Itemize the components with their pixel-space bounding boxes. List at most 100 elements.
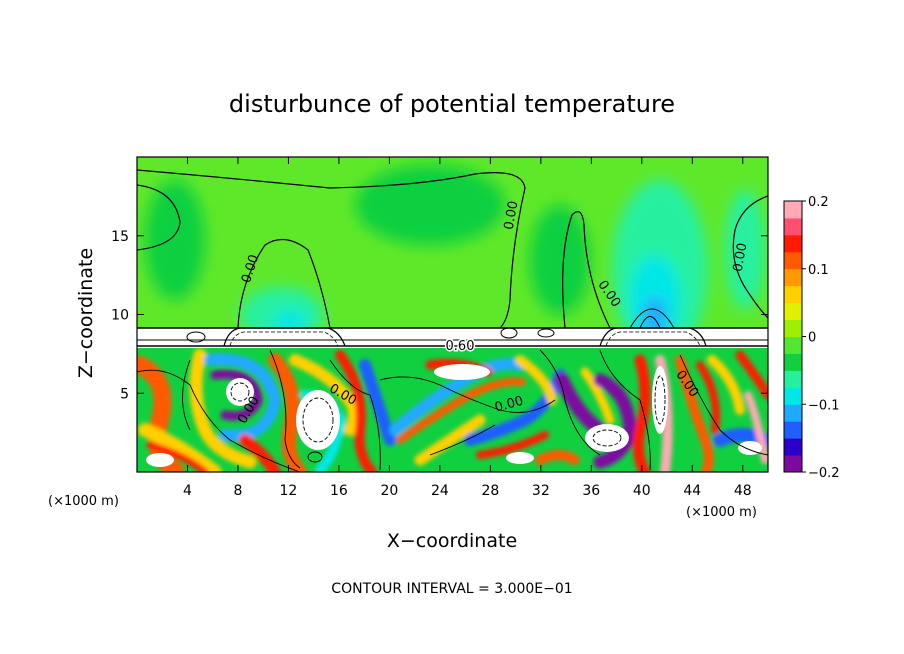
field-streak — [515, 355, 557, 405]
field-pocket — [506, 452, 534, 464]
colorbar-tick-label: 0 — [808, 331, 816, 346]
x-unit-label: (×1000 m) — [48, 494, 119, 509]
colorbar-swatch — [784, 421, 802, 439]
field-streak — [593, 373, 637, 469]
colorbar-tick-label: 0.1 — [808, 263, 829, 278]
field-streak — [632, 354, 651, 472]
colorbar-swatch — [784, 201, 802, 219]
colorbar-tick-label: −0.2 — [808, 466, 840, 481]
field-streak — [146, 441, 209, 472]
colorbar-swatch — [784, 438, 802, 456]
contour-line — [269, 349, 301, 469]
plot-area: 0.00 0.00 0.00 0.00 0.00 0.00 0.00 0.00 … — [136, 156, 769, 473]
contour-line — [137, 169, 526, 328]
contour-line — [537, 328, 555, 338]
field-streak — [389, 358, 526, 436]
colorbar-swatch — [784, 336, 802, 354]
colorbar-swatch — [784, 285, 802, 304]
field-streak — [744, 391, 768, 464]
y-tick-label: 15 — [111, 229, 129, 245]
field-pocket — [434, 364, 490, 380]
contour-label: 0.00 — [502, 200, 522, 231]
colorbar-swatch — [784, 404, 802, 422]
field-blob — [530, 205, 590, 315]
field-streak — [396, 377, 526, 444]
field-streak — [359, 359, 396, 446]
x-tick-label: 36 — [582, 483, 600, 499]
contour-line — [182, 359, 191, 431]
x-tick-label: 8 — [233, 483, 242, 499]
field-streak — [707, 355, 745, 415]
field-pocket — [738, 441, 762, 455]
field-pocket — [585, 424, 629, 452]
field-streak — [289, 354, 360, 436]
field-blob — [272, 310, 308, 328]
contour-line — [599, 349, 651, 471]
colorbar-swatch — [784, 217, 802, 236]
colorbar-swatch — [784, 268, 802, 287]
contour-label: 0.00 — [731, 242, 751, 273]
colorbar-swatch — [784, 370, 802, 388]
field-streak — [189, 348, 257, 469]
contour-line — [137, 184, 181, 251]
contour-line — [679, 354, 768, 456]
colorbar-swatch — [784, 319, 802, 337]
contour-line — [500, 327, 518, 339]
y-tick-label: 5 — [120, 386, 129, 402]
contour-line — [329, 359, 381, 471]
x-tick-label: 16 — [330, 483, 348, 499]
field-blob — [725, 190, 765, 310]
field-streak — [239, 434, 281, 472]
x-tick-label: 48 — [734, 483, 752, 499]
contour-line — [223, 327, 346, 347]
field-streak — [414, 414, 486, 466]
field-blob — [355, 165, 505, 245]
contour-interval-note: CONTOUR INTERVAL = 3.000E−01 — [331, 581, 572, 597]
contour-line — [732, 195, 768, 319]
contour-line — [429, 424, 496, 456]
contour-line — [654, 375, 666, 425]
contour-line — [307, 451, 323, 463]
chart-title: disturbunce of potential temperature — [229, 90, 675, 118]
colorbar-swatch — [784, 455, 802, 473]
contour-line — [186, 331, 206, 343]
x-tick-label: 4 — [183, 483, 192, 499]
field-streak — [335, 350, 377, 472]
contour-line — [379, 376, 556, 413]
contour-line — [137, 369, 301, 472]
contour-line — [229, 331, 339, 347]
colorbar-tick-label: 0.2 — [808, 195, 829, 210]
colorbar-tick-label: −0.1 — [808, 398, 840, 413]
field-streak — [735, 350, 768, 400]
contour-line — [599, 327, 707, 347]
x-tick-label: 40 — [633, 483, 651, 499]
contour-line — [605, 331, 701, 347]
contour-line — [230, 382, 250, 402]
field-streak — [675, 355, 714, 472]
field-pocket — [652, 366, 668, 434]
x-axis-title: X−coordinate — [387, 530, 517, 552]
field-blob — [145, 180, 205, 300]
x-tick-label: 12 — [280, 483, 298, 499]
field-blob — [629, 255, 681, 328]
field-pocket — [146, 453, 174, 467]
contour-label: 0.00 — [493, 394, 525, 416]
contour-line — [562, 211, 611, 328]
x-tick-label: 44 — [683, 483, 701, 499]
y-unit-label: (×1000 m) — [686, 505, 757, 520]
contour-line — [237, 239, 331, 328]
colorbar-swatch — [784, 353, 802, 371]
contour-line — [639, 316, 661, 328]
colorbar: 0.2 0.1 0 −0.1 −0.2 — [783, 195, 840, 481]
field-streak — [210, 369, 263, 421]
field-streak — [580, 367, 615, 425]
colorbar-swatch — [784, 251, 802, 270]
x-tick-label: 28 — [481, 483, 499, 499]
field-pocket — [226, 378, 254, 406]
contour-line — [539, 349, 601, 456]
contour-line — [592, 429, 622, 447]
y-axis-title: Z−coordinate — [75, 248, 97, 378]
x-tick-label: 32 — [532, 483, 550, 499]
field-streak — [138, 423, 222, 472]
field-streak — [476, 431, 549, 459]
